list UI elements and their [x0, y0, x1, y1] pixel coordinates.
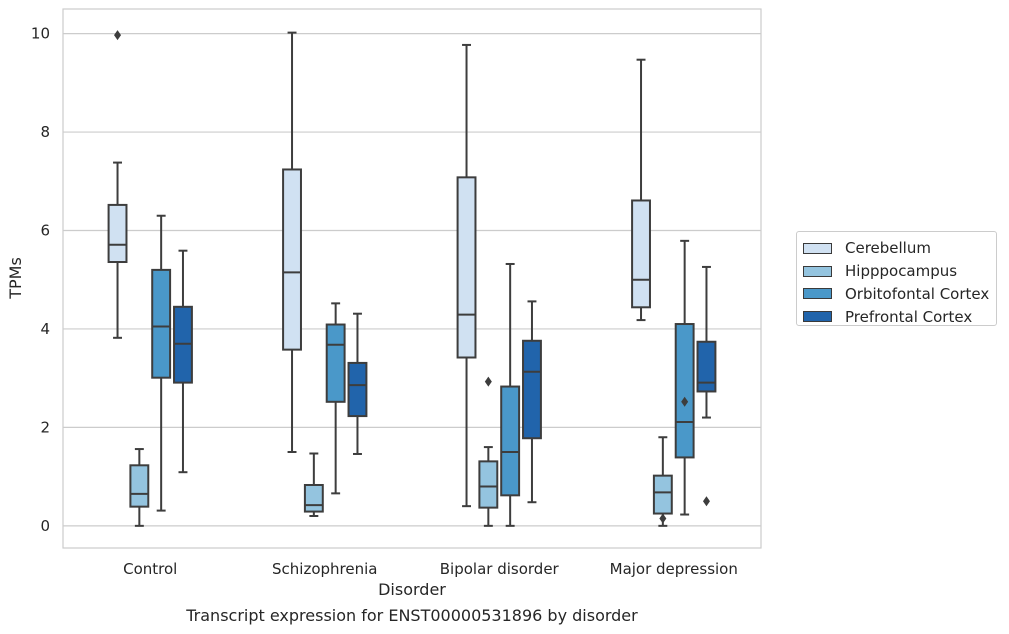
box-iqr	[282, 168, 302, 351]
x-tick-label: Control	[123, 560, 177, 578]
box	[282, 31, 302, 454]
box-series	[107, 30, 717, 527]
box-iqr	[500, 385, 521, 497]
series-cerebellum	[107, 30, 651, 508]
box	[129, 448, 150, 527]
x-tick-label: Bipolar disorder	[440, 560, 560, 578]
legend-item: Hipppocampus	[803, 260, 996, 283]
x-tick-labels: Control Schizophrenia Bipolar disorder Majo…	[123, 560, 738, 578]
box	[500, 262, 521, 527]
x-tick-label: Major depression	[610, 560, 738, 578]
series-orbitofontal-cortex	[151, 214, 695, 527]
box-iqr	[151, 268, 172, 379]
y-tick-label: 2	[40, 418, 50, 436]
box	[631, 58, 651, 322]
legend-item: Cerebellum	[803, 237, 996, 260]
box-iqr	[456, 176, 477, 359]
box-iqr	[347, 361, 368, 418]
legend-label: Prefrontal Cortex	[845, 307, 973, 326]
legend-item: Prefrontal Cortex	[803, 305, 996, 328]
series-hipppocampus	[129, 376, 673, 527]
box-iqr	[129, 464, 150, 508]
box	[522, 300, 542, 504]
legend-swatch	[803, 265, 832, 277]
plot-frame	[62, 8, 762, 549]
box	[674, 239, 695, 516]
outlier-point	[659, 513, 667, 524]
legend-swatch	[803, 242, 832, 254]
box-iqr	[303, 483, 324, 513]
legend-label: Orbitofontal Cortex	[845, 284, 990, 303]
box	[652, 436, 673, 527]
box-iqr	[631, 199, 651, 309]
outlier-point	[702, 496, 710, 507]
box-iqr	[522, 339, 542, 440]
legend-label: Hipppocampus	[845, 262, 958, 281]
y-axis-title: TPMs	[6, 257, 25, 300]
legend: Cerebellum Hipppocampus Orbitofontal Corte…	[796, 231, 997, 326]
box	[107, 30, 128, 339]
x-tick-label: Schizophrenia	[272, 560, 377, 578]
box	[303, 452, 324, 518]
box	[325, 302, 346, 495]
outlier-point	[484, 376, 492, 387]
y-tick-label: 10	[31, 25, 50, 43]
box-iqr	[107, 203, 128, 264]
y-tick-label: 4	[40, 320, 50, 338]
y-tick-labels: 0 2 4 6 8 10	[31, 25, 50, 535]
box	[696, 265, 717, 507]
box	[478, 376, 499, 527]
box-iqr	[674, 323, 695, 459]
box	[151, 214, 172, 512]
chart-caption: Transcript expression for ENST0000053189…	[186, 606, 638, 625]
outlier-point	[114, 30, 122, 41]
y-tick-label: 0	[40, 517, 50, 535]
series-prefrontal-cortex	[173, 249, 717, 507]
outlier-point	[681, 396, 689, 407]
box	[456, 43, 477, 508]
legend-item: Orbitofontal Cortex	[803, 283, 996, 306]
box-iqr	[652, 474, 673, 515]
box-iqr	[696, 340, 717, 393]
box-iqr	[478, 460, 499, 509]
y-tick-label: 8	[40, 123, 50, 141]
box	[347, 312, 368, 455]
box	[173, 249, 193, 474]
box-iqr	[325, 323, 346, 403]
legend-swatch	[803, 311, 832, 323]
y-tick-label: 6	[40, 222, 50, 240]
legend-label: Cerebellum	[845, 239, 931, 258]
legend-swatch	[803, 288, 832, 300]
x-axis-title: Disorder	[378, 580, 446, 599]
